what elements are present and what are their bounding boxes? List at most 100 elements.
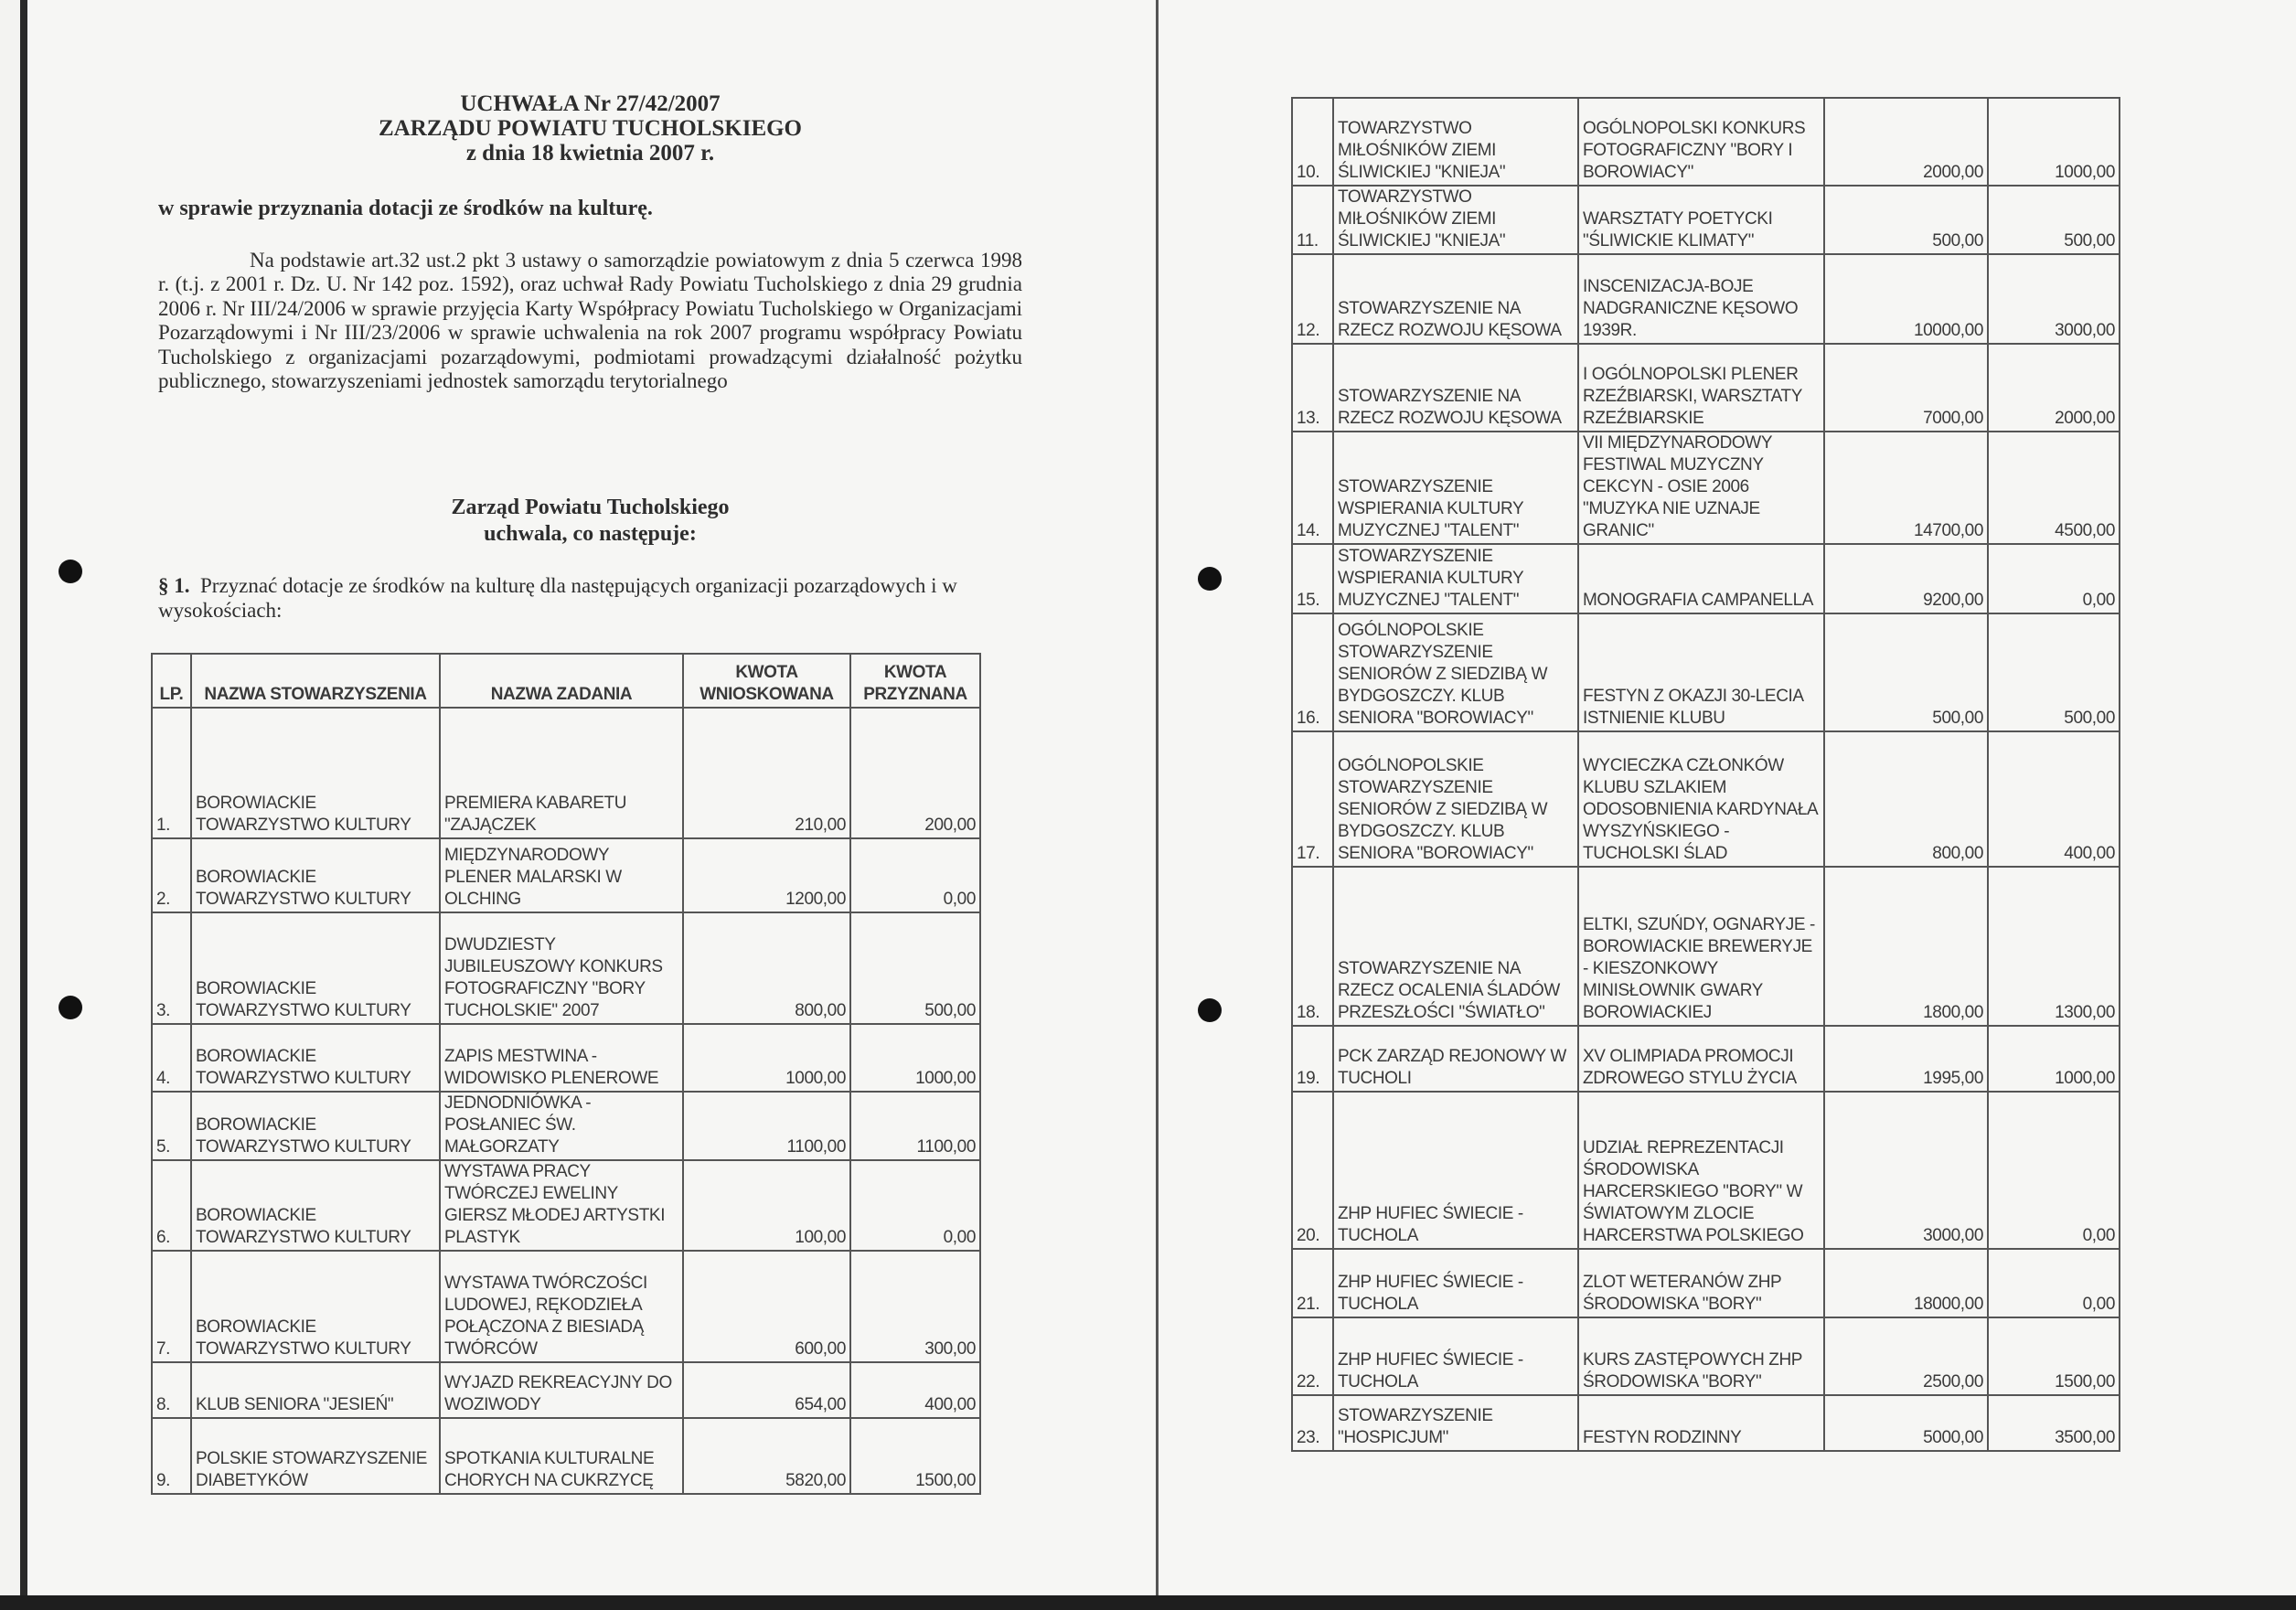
punch-hole-icon <box>1198 998 1222 1022</box>
organization-name: STOWARZYSZENIE NA RZECZ ROZWOJU KĘSOWA <box>1332 343 1579 432</box>
organization-name: BOROWIACKIE TOWARZYSTWO KULTURY <box>190 1159 441 1252</box>
issuing-body: ZARZĄDU POWIATU TUCHOLSKIEGO <box>378 116 803 141</box>
table-row: 3. BOROWIACKIE TOWARZYSTWO KULTURY DWUDZIE… <box>151 912 981 1025</box>
table-row: 13. STOWARZYSZENIE NA RZECZ ROZWOJU KĘSOW… <box>1291 343 2120 432</box>
task-name: WYSTAWA TWÓRCZOŚCI LUDOWEJ, RĘKODZIEŁA P… <box>439 1250 684 1363</box>
header-requested: KWOTA WNIOSKOWANA <box>682 653 851 709</box>
organization-name: BOROWIACKIE TOWARZYSTWO KULTURY <box>190 1250 441 1363</box>
board-heading: Zarząd Powiatu Tucholskiego <box>451 496 730 519</box>
table-row: 11. TOWARZYSTWO MIŁOŚNIKÓW ZIEMI ŚLIWICKI… <box>1291 185 2120 255</box>
organization-name: STOWARZYSZENIE "HOSPICJUM" <box>1332 1394 1579 1452</box>
organization-name: BOROWIACKIE TOWARZYSTWO KULTURY <box>190 1023 441 1093</box>
organization-name: POLSKIE STOWARZYSZENIE DIABETYKÓW <box>190 1417 441 1495</box>
table-row: 9. POLSKIE STOWARZYSZENIE DIABETYKÓW SPOTK… <box>151 1417 981 1495</box>
amount-requested: 18000,00 <box>1823 1248 1989 1318</box>
task-name: WYCIECZKA CZŁONKÓW KLUBU SZLAKIEM ODOSOB… <box>1577 730 1825 868</box>
organization-name: PCK ZARZĄD REJONOWY W TUCHOLI <box>1332 1025 1579 1093</box>
row-number: 14. <box>1291 431 1334 545</box>
row-number: 21. <box>1291 1248 1334 1318</box>
organization-name: BOROWIACKIE TOWARZYSTWO KULTURY <box>190 707 441 839</box>
organization-name: OGÓLNOPOLSKIE STOWARZYSZENIE SENIORÓW Z … <box>1332 613 1579 732</box>
organization-name: BOROWIACKIE TOWARZYSTWO KULTURY <box>190 837 441 913</box>
organization-name: BOROWIACKIE TOWARZYSTWO KULTURY <box>190 1091 441 1161</box>
amount-granted: 2000,00 <box>1987 343 2120 432</box>
amount-requested: 800,00 <box>1823 730 1989 868</box>
task-name: WYJAZD REKREACYJNY DO WOZIWODY <box>439 1361 684 1419</box>
table-row: 19. PCK ZARZĄD REJONOWY W TUCHOLI XV OLIMP… <box>1291 1025 2120 1093</box>
punch-hole-icon <box>59 996 82 1019</box>
amount-requested: 600,00 <box>682 1250 851 1363</box>
task-name: ZLOT WETERANÓW ZHP ŚRODOWISKA "BORY" <box>1577 1248 1825 1318</box>
amount-requested: 654,00 <box>682 1361 851 1419</box>
table-row: 17. OGÓLNOPOLSKIE STOWARZYSZENIE SENIORÓW… <box>1291 730 2120 868</box>
paragraph-1: § 1. Przyznać dotacje ze środków na kult… <box>158 573 1022 623</box>
amount-granted: 4500,00 <box>1987 431 2120 545</box>
row-number: 5. <box>151 1091 192 1161</box>
table-row: 20. ZHP HUFIEC ŚWIECIE - TUCHOLA UDZIAŁ RE… <box>1291 1091 2120 1250</box>
table-row: 23. STOWARZYSZENIE "HOSPICJUM" FESTYN RODZ… <box>1291 1394 2120 1452</box>
table-row: 7. BOROWIACKIE TOWARZYSTWO KULTURY WYSTAWA… <box>151 1250 981 1363</box>
table-row: 12. STOWARZYSZENIE NA RZECZ ROZWOJU KĘSOW… <box>1291 253 2120 345</box>
organization-name: ZHP HUFIEC ŚWIECIE - TUCHOLA <box>1332 1248 1579 1318</box>
organization-name: OGÓLNOPOLSKIE STOWARZYSZENIE SENIORÓW Z … <box>1332 730 1579 868</box>
grants-table-part-2: 10. TOWARZYSTWO MIŁOŚNIKÓW ZIEMI ŚLIWICKI… <box>1291 97 2120 1452</box>
resolution-date: z dnia 18 kwietnia 2007 r. <box>465 141 715 165</box>
row-number: 17. <box>1291 730 1334 868</box>
amount-requested: 800,00 <box>682 912 851 1025</box>
organization-name: ZHP HUFIEC ŚWIECIE - TUCHOLA <box>1332 1091 1579 1250</box>
task-name: WYSTAWA PRACY TWÓRCZEJ EWELINY GIERSZ MŁ… <box>439 1159 684 1252</box>
page-divider <box>1156 0 1159 1595</box>
paragraph-text: Przyznać dotacje ze środków na kulturę d… <box>158 574 957 622</box>
organization-name: STOWARZYSZENIE NA RZECZ OCALENIA ŚLADÓW … <box>1332 866 1579 1027</box>
row-number: 11. <box>1291 185 1334 255</box>
legal-basis-paragraph: Na podstawie art.32 ust.2 pkt 3 ustawy o… <box>158 249 1022 393</box>
amount-requested: 500,00 <box>1823 613 1989 732</box>
amount-requested: 210,00 <box>682 707 851 839</box>
amount-granted: 1000,00 <box>849 1023 981 1093</box>
table-row: 15. STOWARZYSZENIE WSPIERANIA KULTURY MUZ… <box>1291 543 2120 614</box>
row-number: 8. <box>151 1361 192 1419</box>
row-number: 6. <box>151 1159 192 1252</box>
task-name: FESTYN Z OKAZJI 30-LECIA ISTNIENIE KLUBU <box>1577 613 1825 732</box>
paragraph-label: § 1. <box>158 574 190 597</box>
amount-requested: 1200,00 <box>682 837 851 913</box>
row-number: 23. <box>1291 1394 1334 1452</box>
row-number: 19. <box>1291 1025 1334 1093</box>
row-number: 12. <box>1291 253 1334 345</box>
table-header-row: LP. NAZWA STOWARZYSZENIA NAZWA ZADANIA K… <box>151 653 981 709</box>
organization-name: STOWARZYSZENIE NA RZECZ ROZWOJU KĘSOWA <box>1332 253 1579 345</box>
amount-granted: 3500,00 <box>1987 1394 2120 1452</box>
amount-granted: 1000,00 <box>1987 1025 2120 1093</box>
resolution-subject: w sprawie przyznania dotacji ze środków … <box>158 197 653 220</box>
organization-name: TOWARZYSTWO MIŁOŚNIKÓW ZIEMI ŚLIWICKIEJ … <box>1332 185 1579 255</box>
task-name: DWUDZIESTY JUBILEUSZOWY KONKURS FOTOGRAF… <box>439 912 684 1025</box>
task-name: OGÓLNOPOLSKI KONKURS FOTOGRAFICZNY "BORY… <box>1577 97 1825 187</box>
amount-granted: 0,00 <box>849 837 981 913</box>
task-name: PREMIERA KABARETU "ZAJĄCZEK <box>439 707 684 839</box>
organization-name: BOROWIACKIE TOWARZYSTWO KULTURY <box>190 912 441 1025</box>
row-number: 1. <box>151 707 192 839</box>
amount-requested: 7000,00 <box>1823 343 1989 432</box>
task-name: ZAPIS MESTWINA - WIDOWISKO PLENEROWE <box>439 1023 684 1093</box>
amount-requested: 2000,00 <box>1823 97 1989 187</box>
row-number: 20. <box>1291 1091 1334 1250</box>
scan-bottom-edge <box>0 1595 2296 1610</box>
amount-granted: 1300,00 <box>1987 866 2120 1027</box>
amount-requested: 5820,00 <box>682 1417 851 1495</box>
task-name: JEDNODNIÓWKA - POSŁANIEC ŚW. MAŁGORZATY <box>439 1091 684 1161</box>
amount-granted: 0,00 <box>1987 543 2120 614</box>
amount-requested: 100,00 <box>682 1159 851 1252</box>
punch-hole-icon <box>59 560 82 583</box>
task-name: KURS ZASTĘPOWYCH ZHP ŚRODOWISKA "BORY" <box>1577 1317 1825 1396</box>
amount-granted: 500,00 <box>1987 613 2120 732</box>
amount-requested: 500,00 <box>1823 185 1989 255</box>
row-number: 9. <box>151 1417 192 1495</box>
amount-granted: 200,00 <box>849 707 981 839</box>
amount-requested: 2500,00 <box>1823 1317 1989 1396</box>
board-resolves: uchwala, co następuje: <box>484 522 697 546</box>
amount-granted: 1000,00 <box>1987 97 2120 187</box>
task-name: UDZIAŁ REPREZENTACJI ŚRODOWISKA HARCERSK… <box>1577 1091 1825 1250</box>
header-organization: NAZWA STOWARZYSZENIA <box>190 653 441 709</box>
amount-granted: 400,00 <box>849 1361 981 1419</box>
amount-requested: 3000,00 <box>1823 1091 1989 1250</box>
